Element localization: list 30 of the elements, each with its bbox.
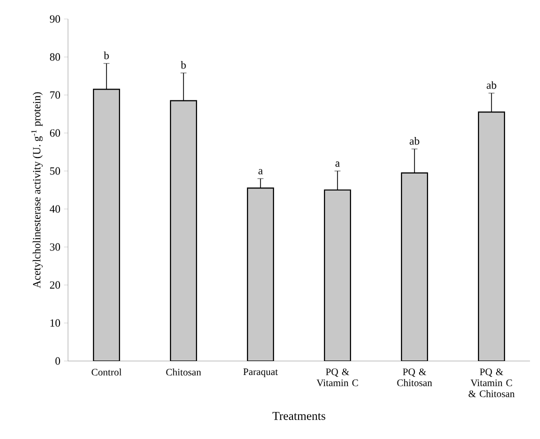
x-tick-label: Control bbox=[92, 368, 122, 376]
bar bbox=[246, 188, 274, 361]
annotation: ab bbox=[486, 81, 496, 89]
y-tick-label: 50 bbox=[50, 167, 60, 175]
x-tick-label: PQ & Vitamin C bbox=[316, 368, 358, 386]
y-tick-label: 30 bbox=[50, 243, 60, 251]
annotation: a bbox=[335, 162, 340, 167]
bar bbox=[170, 100, 198, 361]
y-tick-label: 40 bbox=[50, 205, 60, 213]
y-tick-label: 70 bbox=[50, 91, 60, 99]
bar bbox=[92, 88, 120, 361]
x-axis-title: Treatments bbox=[272, 412, 326, 420]
x-tick-label: Chitosan bbox=[166, 368, 202, 376]
y-axis-title: Acetylcholinesterase activity (U. g$^{-1}$ protein) bbox=[31, 92, 43, 288]
y-tick-label: 10 bbox=[50, 319, 60, 327]
bar bbox=[400, 172, 428, 361]
bar bbox=[324, 189, 352, 361]
annotation: b bbox=[180, 61, 186, 69]
y-tick-label: 0 bbox=[55, 357, 60, 365]
annotation: a bbox=[258, 169, 263, 174]
x-tick-label: Paraquat bbox=[243, 368, 278, 378]
x-tick-label: PQ & Chitosan bbox=[397, 368, 432, 386]
y-tick-label: 60 bbox=[50, 129, 60, 137]
y-tick-label: 80 bbox=[50, 53, 60, 61]
x-tick-label: PQ & Vitamin C & Chitosan bbox=[468, 368, 515, 398]
y-tick-label: 20 bbox=[50, 281, 60, 289]
bar bbox=[478, 112, 506, 361]
annotation: ab bbox=[410, 137, 420, 145]
annotation: b bbox=[104, 52, 109, 60]
y-tick-label: 90 bbox=[50, 15, 60, 23]
